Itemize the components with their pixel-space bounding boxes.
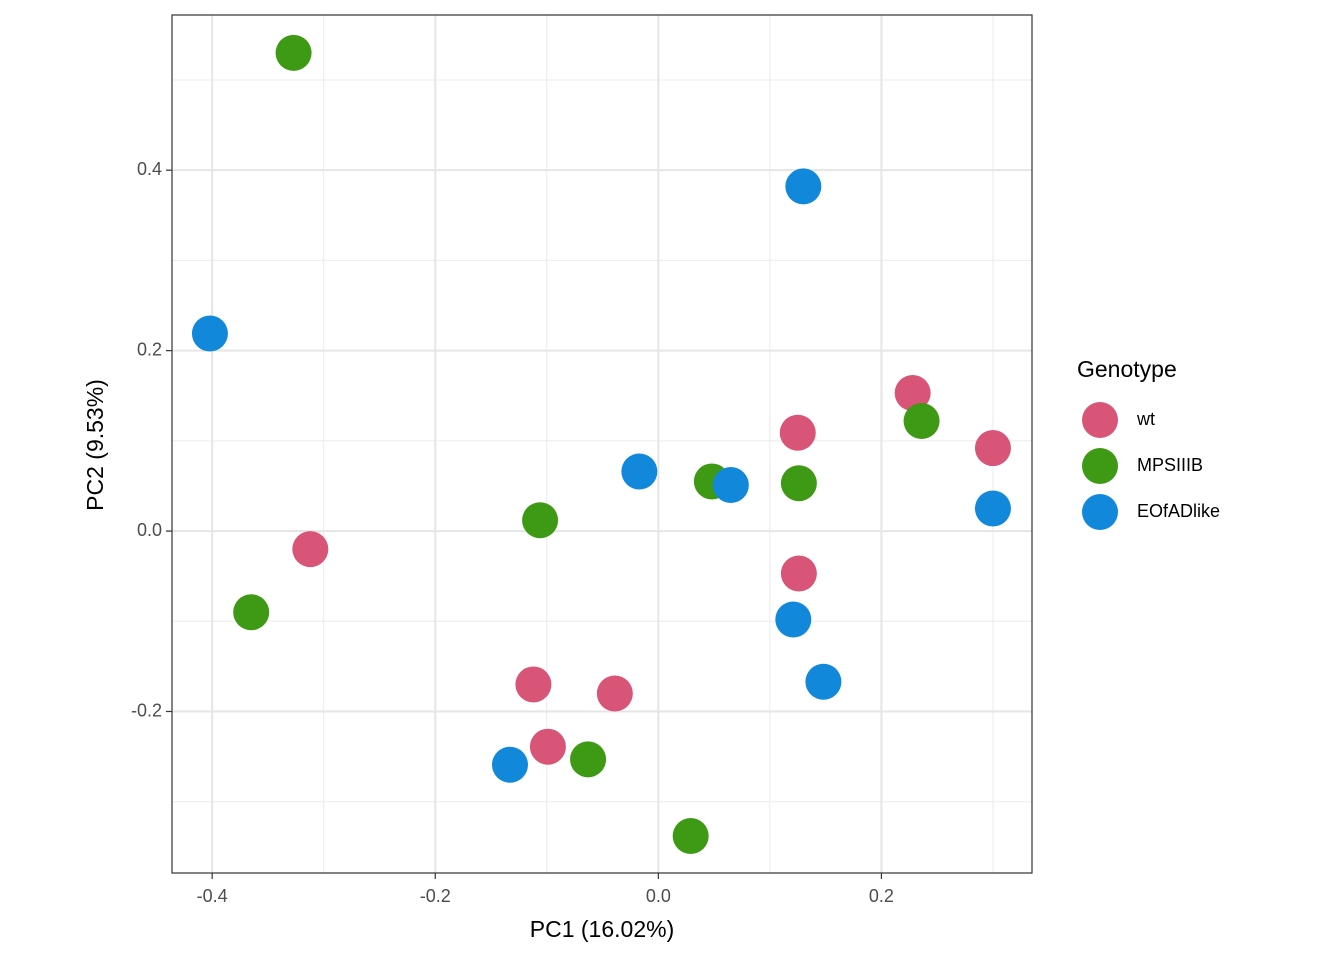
point [894,375,931,412]
point [191,315,228,352]
point [233,594,270,631]
x-tick-label: -0.2 [420,886,451,906]
point [529,728,566,765]
point [570,741,607,778]
point [515,666,552,703]
legend-label: MPSIIIB [1137,455,1203,475]
point [974,490,1011,527]
point [292,531,329,568]
point [712,467,749,504]
point [805,663,842,700]
point [522,502,559,539]
point [775,601,812,638]
x-tick-label: 0.2 [869,886,894,906]
x-axis-label: PC1 (16.02%) [530,916,674,942]
point [974,430,1011,467]
point [780,555,817,592]
legend-label: EOfADlike [1137,501,1220,521]
point [903,402,940,439]
point [275,34,312,71]
y-tick-label: 0.2 [137,339,162,359]
legend-key [1082,402,1118,438]
y-axis-label: PC2 (9.53%) [82,379,108,511]
x-tick-label: -0.4 [197,886,228,906]
point [621,453,658,490]
legend-key [1082,494,1118,530]
point [491,746,528,783]
y-tick-label: 0.4 [137,159,162,179]
y-tick-label: -0.2 [131,700,162,720]
x-tick-label: 0.0 [646,886,671,906]
legend-key [1082,448,1118,484]
point [672,818,709,855]
plot-border [171,14,1033,874]
point [596,675,633,712]
point [779,414,816,451]
point [780,465,817,502]
point [785,168,822,205]
legend-label: wt [1136,409,1155,429]
legend-title: Genotype [1077,356,1177,382]
y-tick-label: 0.0 [137,520,162,540]
